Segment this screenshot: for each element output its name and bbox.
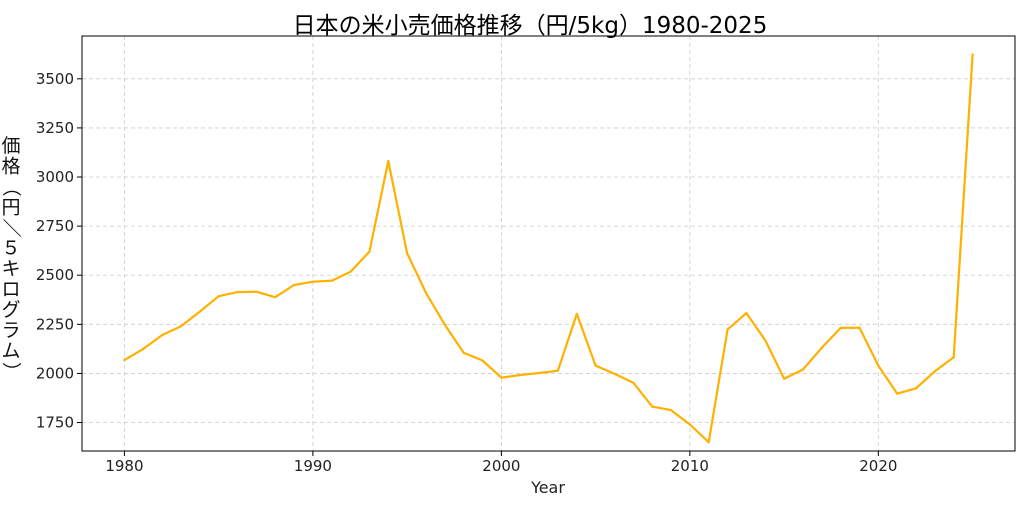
- data-point: [858, 326, 861, 329]
- data-point: [198, 310, 201, 313]
- data-point: [142, 347, 145, 350]
- x-tick-label: 1990: [294, 457, 332, 475]
- data-point: [255, 290, 258, 293]
- x-tick-label: 2010: [671, 457, 709, 475]
- data-point: [839, 326, 842, 329]
- data-point: [123, 358, 126, 362]
- data-point: [217, 295, 220, 298]
- x-axis: 1980 1990 2000 2010 2020: [105, 451, 897, 475]
- y-axis-label-char: ）: [0, 362, 22, 381]
- data-point: [556, 369, 560, 372]
- data-point: [594, 364, 597, 367]
- data-point: [745, 312, 748, 315]
- data-point: [764, 339, 767, 342]
- series-line: [123, 53, 974, 444]
- y-axis-label-char: 円: [1, 197, 20, 219]
- y-axis-label-char: キ: [1, 258, 20, 280]
- data-point: [877, 364, 880, 367]
- y-axis-label-char: ５: [1, 238, 20, 260]
- data-point: [519, 373, 522, 377]
- y-axis-label-char: （: [0, 177, 22, 196]
- data-point: [443, 323, 446, 326]
- data-point: [651, 405, 654, 408]
- data-point: [820, 346, 823, 349]
- data-point: [311, 280, 314, 283]
- data-point: [896, 392, 899, 395]
- x-tick-label: 1980: [105, 457, 143, 475]
- data-point: [387, 160, 390, 163]
- data-point: [952, 356, 955, 359]
- data-point: [971, 53, 974, 56]
- data-point: [914, 387, 918, 390]
- x-tick-label: 2020: [859, 457, 897, 475]
- y-axis-label-char: グ: [1, 299, 20, 321]
- data-point: [669, 409, 673, 412]
- data-point: [462, 351, 465, 354]
- data-point: [632, 381, 635, 384]
- data-point: [933, 370, 936, 373]
- x-tick-label: 2000: [482, 457, 520, 475]
- grid-lines: [82, 36, 1015, 451]
- y-tick-label: 3500: [36, 70, 74, 88]
- y-axis-label-char: 格: [1, 156, 20, 178]
- x-axis-label: Year: [530, 478, 565, 497]
- plot-area-frame: [81, 35, 1016, 452]
- data-point: [161, 334, 164, 337]
- chart-title: 日本の米小売価格推移（円/5kg）1980-2025: [293, 13, 768, 39]
- data-point: [707, 441, 710, 444]
- y-tick-label: 2000: [36, 364, 74, 382]
- y-tick-label: 3250: [36, 119, 74, 137]
- data-point: [726, 328, 729, 331]
- y-tick-label: 2500: [36, 266, 74, 284]
- data-point: [783, 377, 786, 380]
- series-layer: [123, 53, 974, 444]
- y-tick-label: 3000: [36, 168, 74, 186]
- data-point: [688, 423, 691, 426]
- data-point: [801, 368, 805, 371]
- data-point: [500, 376, 503, 379]
- data-point: [292, 283, 296, 287]
- data-point: [368, 250, 371, 253]
- y-axis: 1750 2000 2250 2500 2750 3000 3250 3500: [36, 70, 82, 432]
- data-point: [274, 296, 277, 299]
- y-axis-label-char: ラ: [1, 320, 20, 342]
- y-tick-label: 2750: [36, 217, 74, 235]
- y-axis-label-char: 価: [1, 135, 20, 157]
- data-point: [179, 325, 183, 328]
- y-tick-label: 2250: [36, 315, 74, 333]
- data-point: [537, 371, 541, 375]
- data-point: [613, 372, 616, 375]
- data-point: [330, 279, 333, 282]
- y-axis-label-char: ／: [0, 218, 22, 237]
- data-point: [575, 312, 578, 316]
- data-point: [406, 252, 409, 255]
- y-axis-label-char: ロ: [1, 279, 20, 301]
- data-point: [349, 270, 352, 273]
- y-tick-label: 1750: [36, 414, 74, 432]
- data-point: [236, 291, 239, 294]
- data-point: [481, 359, 484, 362]
- data-point: [424, 291, 428, 294]
- y-axis-label-char: ム: [1, 340, 20, 362]
